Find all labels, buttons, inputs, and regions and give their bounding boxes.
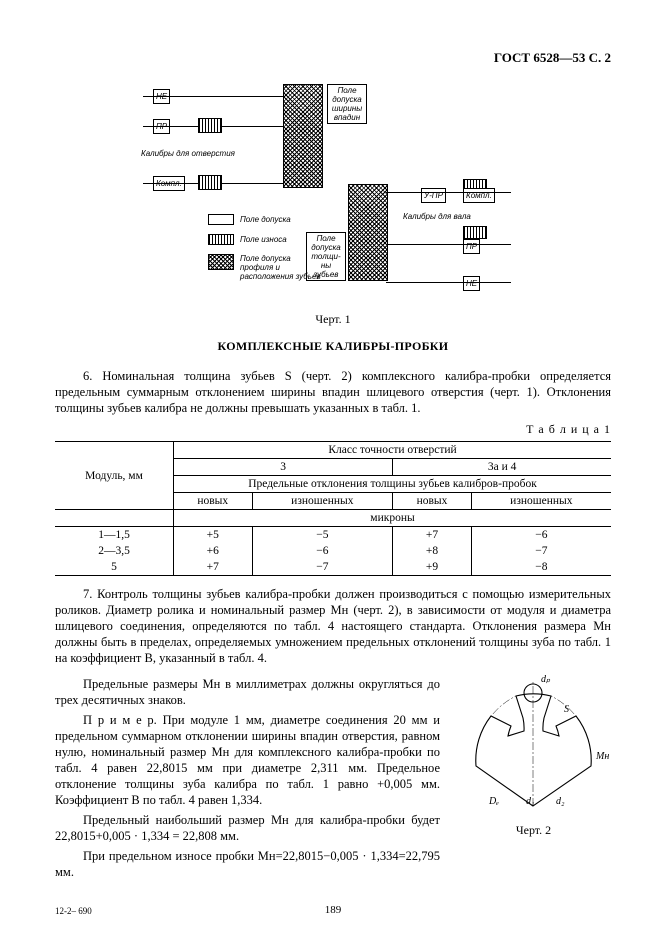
box-pr2: ПР [463,239,480,254]
box-ne2: НЕ [463,276,480,291]
cell: 2—3,5 [55,543,174,559]
th-worn1: изношенных [252,493,393,510]
paragraph-6: 6. Номинальная толщина зубьев S (черт. 2… [55,368,611,416]
lbl-dp: dₚ [541,674,550,685]
cell: +9 [393,559,472,576]
cell: +7 [174,559,253,576]
cell: −7 [252,559,393,576]
th-lim: Предельные отклонения толщины зубьев кал… [174,476,612,493]
th-module: Модуль, мм [55,442,174,510]
legend-wear: Поле износа [240,235,287,244]
lbl-Mn: Mн [596,751,609,762]
paragraph-7: 7. Контроль толщины зубьев калибра-пробк… [55,586,611,666]
cell: +6 [174,543,253,559]
cell: 5 [55,559,174,576]
th-c2: 3а и 4 [393,459,611,476]
legend-swatch-wear [208,234,234,245]
th-new1: новых [174,493,253,510]
legend-swatch-profile [208,254,234,270]
legend-swatch-tol [208,214,234,225]
figure2-caption: Черт. 2 [456,823,611,838]
label-hole: Калибры для отверстия [141,149,235,158]
cell: −8 [471,559,611,576]
footer-sig: 12-2– 690 [55,906,92,916]
section-title: КОМПЛЕКСНЫЕ КАЛИБРЫ-ПРОБКИ [55,339,611,354]
paragraph-8: Предельные размеры Mн в миллиметрах долж… [55,676,440,708]
cell: −7 [471,543,611,559]
cell: +8 [393,543,472,559]
lbl-d2: d₂ [556,796,564,807]
figure1-caption: Черт. 1 [55,312,611,327]
table1-caption: Т а б л и ц а 1 [55,422,611,437]
cell: +5 [174,527,253,544]
cell: +7 [393,527,472,544]
table-1: Модуль, мм Класс точности отверстий 3 3а… [55,441,611,576]
lbl-s: S [564,704,569,715]
cell: −5 [252,527,393,544]
page-number: 189 [55,904,611,916]
legend-tol: Поле допуска [240,215,291,224]
th-new2: новых [393,493,472,510]
box-kompl2: Компл. [463,188,495,203]
page-header: ГОСТ 6528—53 С. 2 [55,50,611,66]
lbl-d1: d₁ [526,796,534,807]
label-field-tol: Поле допуска ширины впадин [327,84,367,124]
th-class: Класс точности отверстий [174,442,612,459]
cell: 1—1,5 [55,527,174,544]
legend-profile: Поле допуска профиля и расположения зубь… [240,254,325,281]
paragraph-9: П р и м е р. При модуле 1 мм, диаметре с… [55,712,440,808]
cell: −6 [252,543,393,559]
cell: −6 [471,527,611,544]
th-micron: микроны [174,510,612,527]
paragraph-11: При предельном износе пробки Mн=22,8015−… [55,848,440,880]
th-worn2: изношенных [471,493,611,510]
figure-1: НЕ ПР Компл. Калибры для отверстия Поле … [143,84,523,304]
lbl-De: Dₑ [489,796,499,807]
th-c1: 3 [174,459,393,476]
box-u-pr: У-ПР [421,188,446,203]
paragraph-10: Предельный наибольший размер Mн для кали… [55,812,440,844]
label-shaft: Калибры для вала [403,212,471,221]
figure-2: dₚ S Dₑ d₁ d₂ Mн [456,676,611,821]
